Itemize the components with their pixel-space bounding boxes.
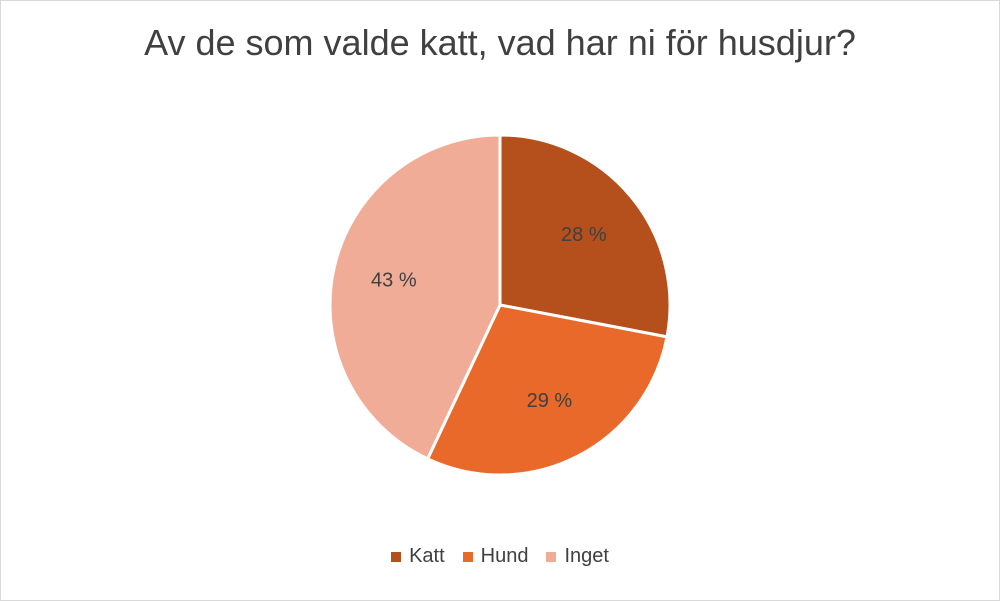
legend: Katt Hund Inget (0, 545, 1000, 568)
legend-swatch-hund (462, 551, 473, 562)
data-label-hund: 29 % (527, 390, 573, 412)
data-label-katt: 28 % (561, 224, 607, 246)
legend-swatch-inget (546, 551, 557, 562)
legend-swatch-katt (391, 551, 402, 562)
legend-label-katt: Katt (409, 545, 445, 567)
pie-slice-inget (328, 133, 502, 461)
legend-item-inget: Inget (546, 545, 609, 568)
legend-label-hund: Hund (480, 545, 529, 567)
pie-slice-katt (498, 133, 672, 339)
legend-item-katt: Katt (391, 545, 445, 568)
legend-label-inget: Inget (564, 545, 609, 567)
chart-title: Av de som valde katt, vad har ni för hus… (144, 22, 856, 63)
legend-item-hund: Hund (462, 545, 529, 568)
data-label-inget: 43 % (371, 270, 417, 292)
pie-slice-hund (426, 303, 669, 477)
